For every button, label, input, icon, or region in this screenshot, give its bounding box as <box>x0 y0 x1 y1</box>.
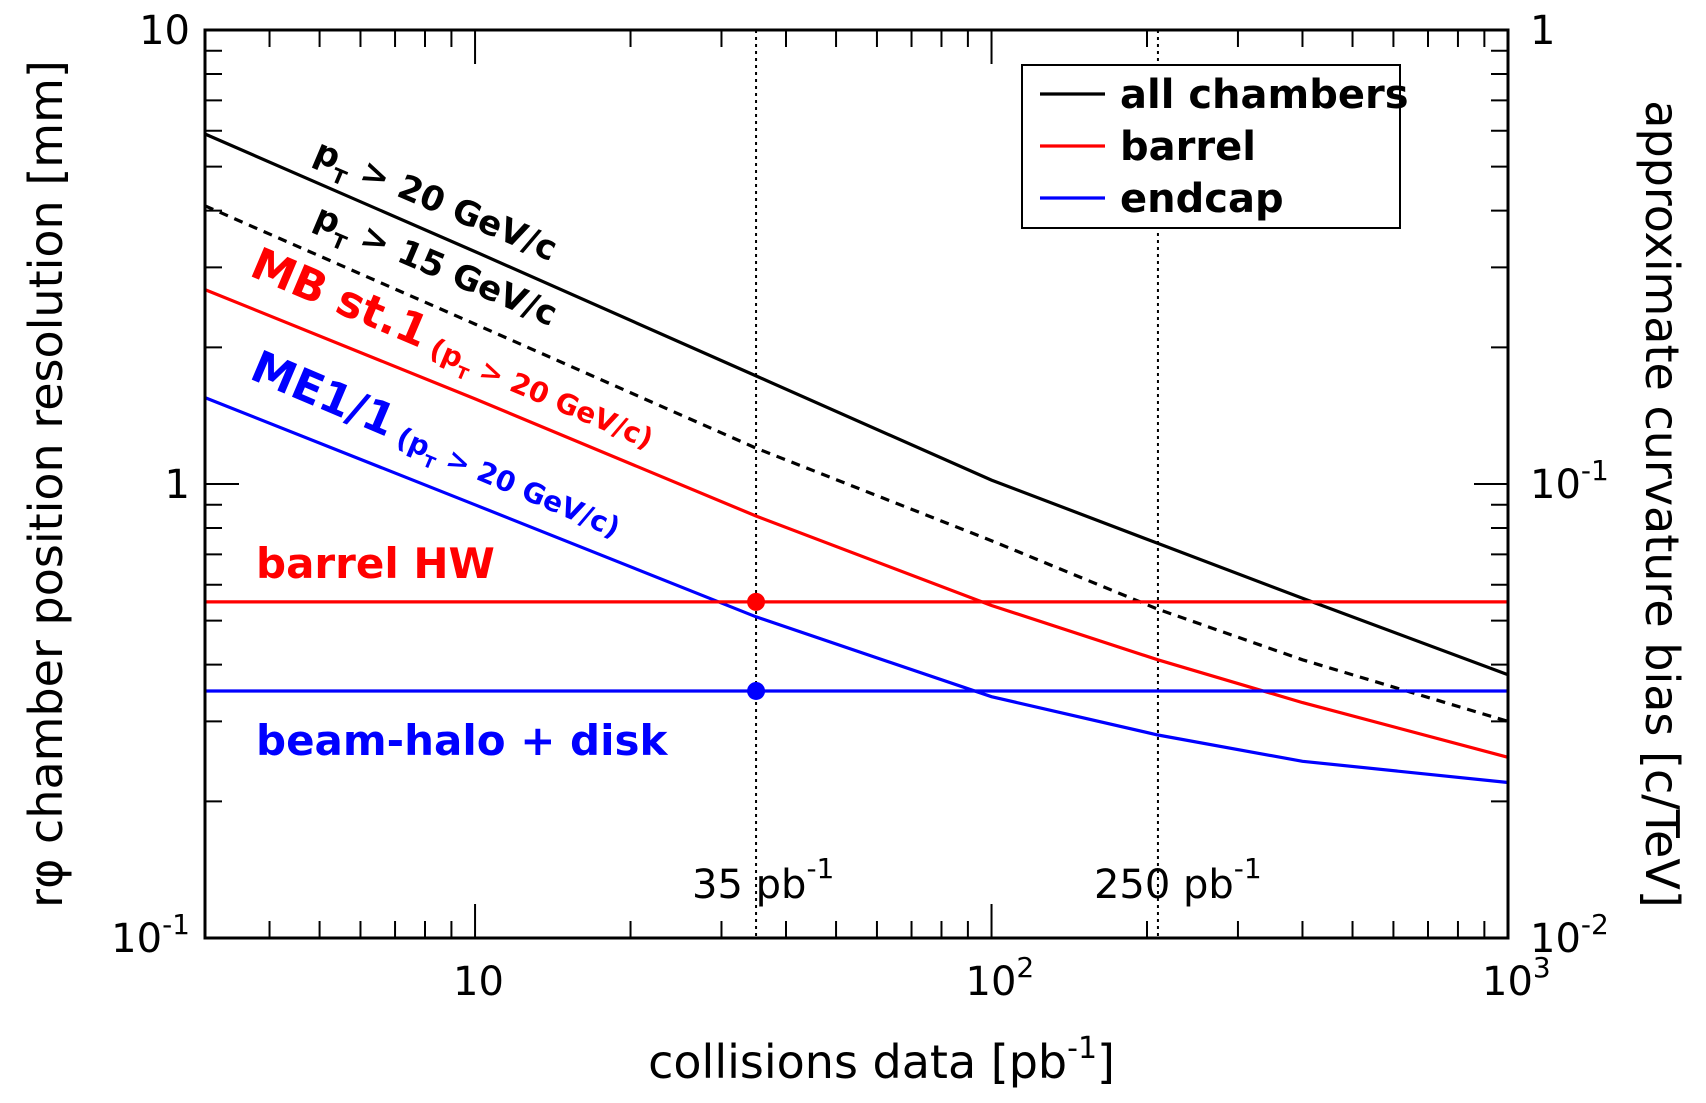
vline-label-0: 35 pb-1 <box>692 852 834 908</box>
series-line-2 <box>204 288 1509 759</box>
y2-tick-label-2: 10-2 <box>1530 908 1609 962</box>
y2-tick-label-0: 1 <box>1530 8 1555 54</box>
x-tick-label-1: 102 <box>966 951 1035 1005</box>
series-line-0 <box>204 132 1509 677</box>
legend-label-0: all chambers <box>1120 72 1409 118</box>
y2-tick-label-1: 10-1 <box>1530 454 1609 508</box>
annotation-barrel-hw: barrel HW <box>256 539 495 588</box>
y-tick-label-2: 10-1 <box>111 908 190 962</box>
series-line-3 <box>204 396 1509 785</box>
vline-label-1: 250 pb-1 <box>1094 852 1262 908</box>
x-tick-label-2: 103 <box>1482 951 1551 1005</box>
x-tick-label-0: 10 <box>453 959 504 1005</box>
y-tick-label-1: 1 <box>165 462 190 508</box>
y2-axis-title: approximate curvature bias [c/TeV] <box>1635 100 1689 907</box>
x-axis-title: collisions data [pb-1] <box>648 1031 1115 1089</box>
data-point-0 <box>747 592 766 611</box>
y-tick-label-0: 10 <box>139 8 190 54</box>
legend-label-1: barrel <box>1120 124 1256 170</box>
data-point-1 <box>747 681 766 700</box>
annotation-beam-halo: beam-halo + disk <box>256 716 668 765</box>
series-line-1 <box>204 204 1509 723</box>
legend-label-2: endcap <box>1120 176 1284 222</box>
y-axis-title: rφ chamber position resolution [mm] <box>19 60 73 908</box>
